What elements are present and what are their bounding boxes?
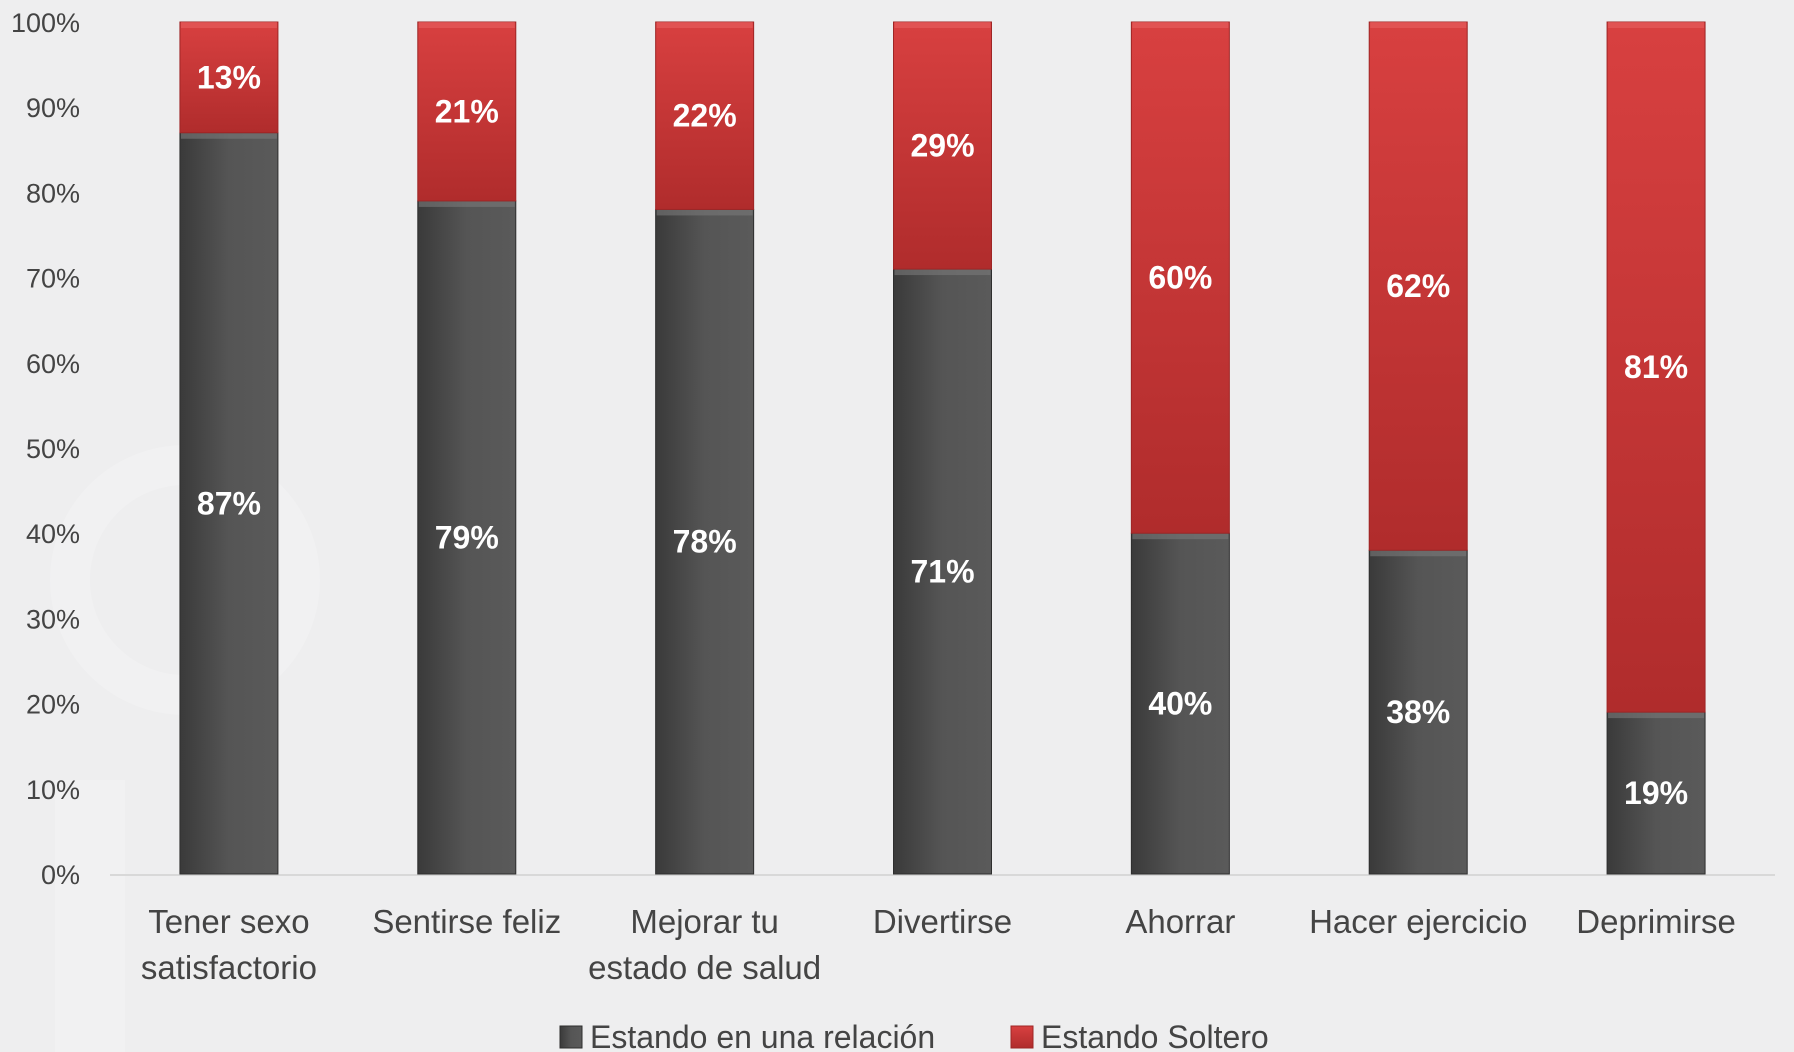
bar-bevel xyxy=(894,22,991,28)
bar-segment-soltero xyxy=(655,21,755,210)
bar-bevel xyxy=(1608,22,1705,28)
bar-segment-soltero xyxy=(1130,21,1230,534)
legend-label: Estando en una relación xyxy=(590,1019,935,1052)
y-tick-label: 50% xyxy=(26,434,80,464)
category-label: Hacer ejercicio xyxy=(1309,903,1527,940)
bar-bevel xyxy=(1370,22,1467,28)
bar-segment-relacion xyxy=(1130,532,1230,875)
bar-segment-soltero xyxy=(1368,21,1468,551)
bar-bevel xyxy=(180,22,277,28)
bar-bevel xyxy=(894,269,991,276)
data-label: 62% xyxy=(1386,268,1450,304)
data-label: 22% xyxy=(673,98,737,134)
category-label: Tener sexo xyxy=(148,903,309,940)
category-label: estado de salud xyxy=(588,949,821,986)
bar-segment-soltero xyxy=(1606,21,1706,713)
y-tick-label: 20% xyxy=(26,690,80,720)
y-tick-label: 0% xyxy=(41,860,80,890)
data-label: 81% xyxy=(1624,349,1688,385)
y-tick-label: 10% xyxy=(26,775,80,805)
data-label: 19% xyxy=(1624,775,1688,811)
data-label: 38% xyxy=(1386,694,1450,730)
data-label: 79% xyxy=(435,519,499,555)
bar-bevel xyxy=(180,132,277,139)
category-label: Divertirse xyxy=(873,903,1012,940)
bar-bevel xyxy=(1132,533,1229,540)
data-label: 13% xyxy=(197,59,261,95)
y-tick-label: 30% xyxy=(26,604,80,634)
data-label: 78% xyxy=(673,524,737,560)
axis-layer: 0% 10% 20% 30% 40% 50% 60% 70% 80% 90% 100% xyxy=(11,8,1775,890)
y-tick-label: 90% xyxy=(26,93,80,123)
data-label: 60% xyxy=(1148,260,1212,296)
bars-layer xyxy=(179,21,1706,875)
y-tick-label: 100% xyxy=(11,8,80,38)
bar-segment-relacion xyxy=(1606,711,1706,875)
bar-bevel xyxy=(1132,22,1229,28)
data-label: 21% xyxy=(435,93,499,129)
data-label: 40% xyxy=(1148,686,1212,722)
category-label: Sentirse feliz xyxy=(372,903,561,940)
legend-swatch xyxy=(559,1025,583,1049)
data-label: 87% xyxy=(197,485,261,521)
bar-segment-relacion xyxy=(417,200,517,875)
category-label: Mejorar tu xyxy=(630,903,779,940)
bar-bevel xyxy=(656,22,753,28)
y-tick-label: 70% xyxy=(26,264,80,294)
labels-layer: 87% 13% Tener sexo satisfactorio 79% 21% Senti… xyxy=(141,59,1736,986)
y-tick-label: 40% xyxy=(26,519,80,549)
data-label: 71% xyxy=(910,554,974,590)
legend: Estando en una relación Estando Soltero xyxy=(559,1019,1269,1052)
category-label: Ahorrar xyxy=(1125,903,1235,940)
category-label: Deprimirse xyxy=(1576,903,1736,940)
bar-bevel xyxy=(656,209,753,216)
bar-segment-relacion xyxy=(179,132,279,875)
y-tick-label: 80% xyxy=(26,178,80,208)
bar-segment-relacion xyxy=(1368,549,1468,875)
bar-bevel xyxy=(418,200,515,207)
bar-segment-relacion xyxy=(655,208,755,875)
bar-segment-soltero xyxy=(893,21,992,270)
bar-bevel xyxy=(1370,550,1467,557)
data-label: 29% xyxy=(910,128,974,164)
bar-bevel xyxy=(418,22,515,28)
bar-bevel xyxy=(1608,712,1705,719)
legend-label: Estando Soltero xyxy=(1041,1019,1269,1052)
legend-swatch xyxy=(1010,1025,1034,1049)
y-tick-label: 60% xyxy=(26,349,80,379)
category-label: satisfactorio xyxy=(141,949,317,986)
